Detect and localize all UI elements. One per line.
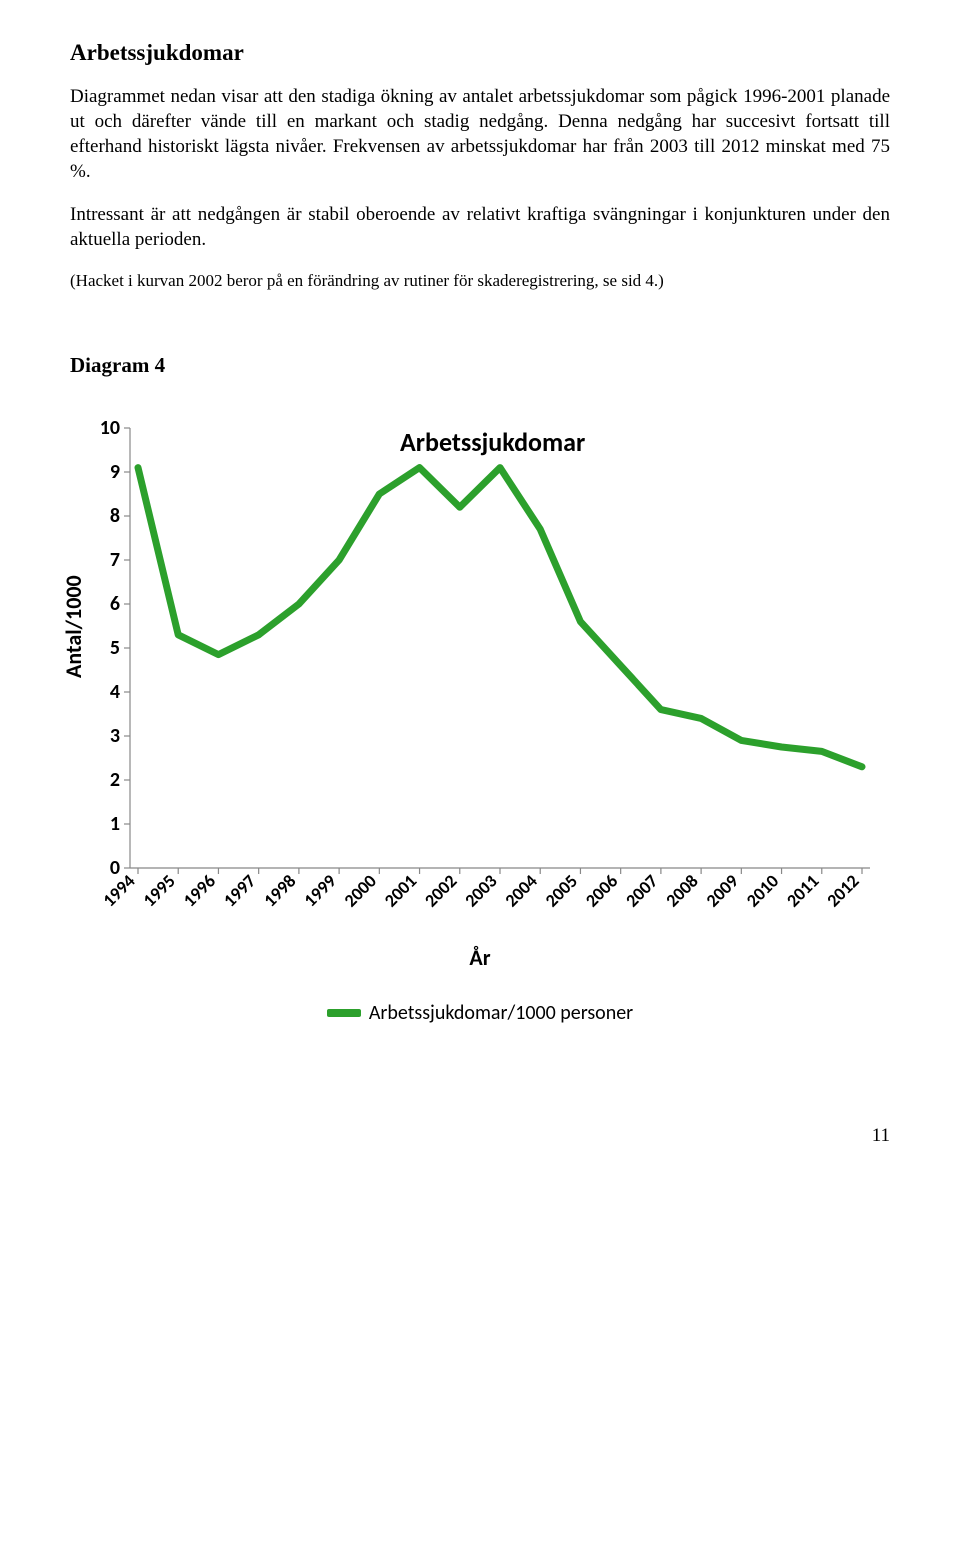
chart-xlabel: År [70,944,890,971]
svg-text:1998: 1998 [259,870,300,911]
svg-text:1999: 1999 [299,870,340,911]
svg-text:4: 4 [110,680,120,704]
line-chart-svg: 0123456789101994199519961997199819992000… [70,418,890,938]
svg-text:5: 5 [110,636,120,660]
svg-text:3: 3 [110,724,120,748]
svg-text:8: 8 [110,504,120,528]
svg-text:2010: 2010 [742,870,783,911]
paragraph-1: Diagrammet nedan visar att den stadiga ö… [70,84,890,184]
diagram-label: Diagram 4 [70,353,890,378]
svg-text:2006: 2006 [581,870,622,911]
svg-text:2003: 2003 [460,870,501,911]
svg-text:10: 10 [100,418,120,440]
svg-text:2005: 2005 [541,870,582,911]
svg-text:2000: 2000 [340,870,381,911]
svg-text:7: 7 [110,548,120,572]
paragraph-2: Intressant är att nedgången är stabil ob… [70,202,890,252]
chart-legend: Arbetssjukdomar/1000 personer [70,1001,890,1025]
svg-text:9: 9 [110,460,120,484]
svg-text:2012: 2012 [822,870,863,911]
page-number: 11 [70,1125,890,1147]
svg-text:2001: 2001 [380,870,421,911]
svg-text:1994: 1994 [98,870,139,911]
svg-text:2007: 2007 [621,870,662,911]
svg-text:2008: 2008 [661,870,702,911]
svg-text:1995: 1995 [138,870,179,911]
legend-swatch [327,1009,361,1017]
chart-title: Arbetssjukdomar [400,426,585,458]
chart-container: Arbetssjukdomar Antal/1000 0123456789101… [70,418,890,1025]
section-heading: Arbetssjukdomar [70,40,890,66]
svg-text:2011: 2011 [782,870,823,911]
svg-text:2004: 2004 [500,870,541,911]
svg-text:2: 2 [110,768,120,792]
svg-text:6: 6 [110,592,120,616]
svg-text:2009: 2009 [702,870,743,911]
legend-label: Arbetssjukdomar/1000 personer [369,1001,633,1025]
svg-text:1997: 1997 [219,870,260,911]
svg-text:1996: 1996 [179,870,220,911]
chart-ylabel: Antal/1000 [60,576,87,679]
caption-text: (Hacket i kurvan 2002 beror på en föränd… [70,270,890,293]
svg-text:2002: 2002 [420,870,461,911]
svg-text:1: 1 [110,812,120,836]
